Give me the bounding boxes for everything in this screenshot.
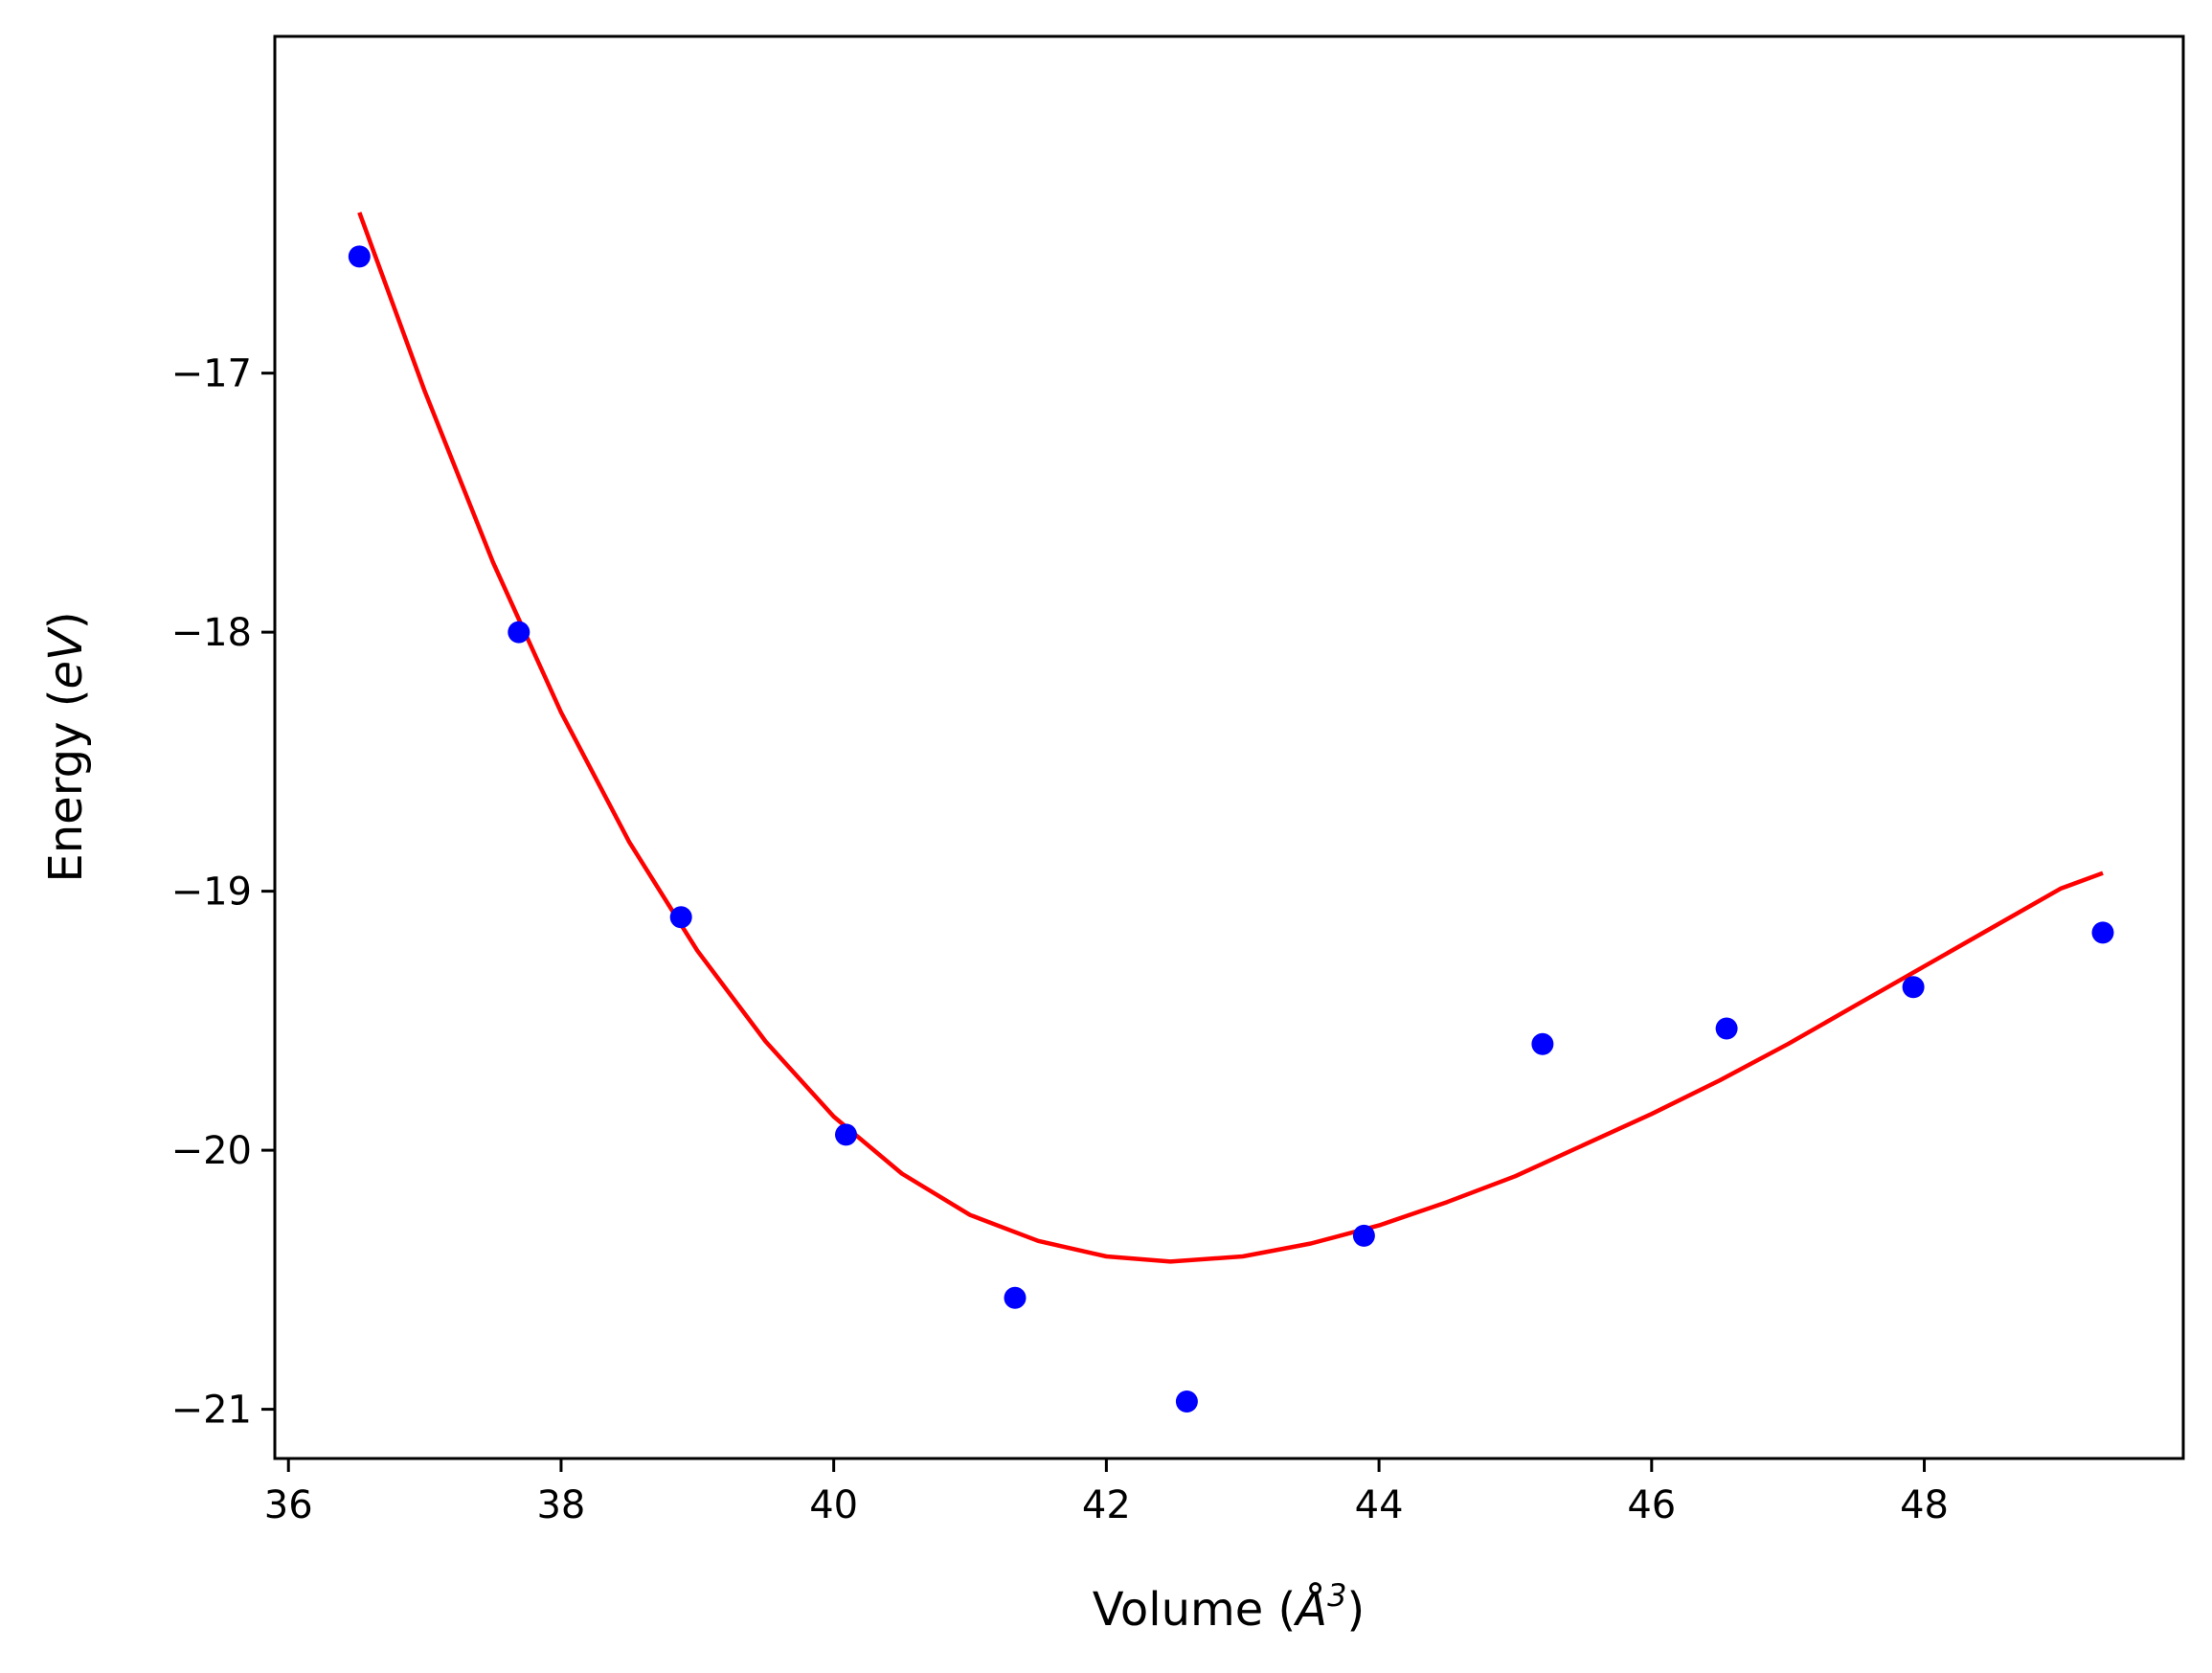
y-tick-label: −18 bbox=[171, 611, 252, 655]
data-point-11 bbox=[2091, 921, 2114, 944]
x-tick-label: 42 bbox=[1082, 1483, 1131, 1527]
x-axis-title-symbol: Å bbox=[1293, 1582, 1327, 1637]
x-axis-title-prefix: Volume ( bbox=[1093, 1583, 1297, 1637]
data-point-4 bbox=[835, 1123, 857, 1146]
data-point-7 bbox=[1352, 1224, 1375, 1247]
data-point-5 bbox=[1004, 1286, 1027, 1309]
data-point-9 bbox=[1715, 1017, 1738, 1040]
y-tick-label: −17 bbox=[171, 352, 252, 396]
x-tick-label: 40 bbox=[809, 1483, 858, 1527]
y-axis-title: Energy (eV) bbox=[39, 611, 93, 882]
y-axis-title-prefix: Energy ( bbox=[39, 690, 93, 883]
x-tick-label: 38 bbox=[536, 1483, 585, 1527]
data-point-3 bbox=[669, 906, 692, 929]
x-tick-label: 44 bbox=[1355, 1483, 1404, 1527]
x-axis-ticks: 36 38 40 42 44 46 48 bbox=[264, 1458, 1949, 1527]
x-axis-title-suffix: ) bbox=[1346, 1583, 1365, 1637]
plot-marks bbox=[348, 212, 2114, 1413]
x-tick-label: 46 bbox=[1627, 1483, 1676, 1527]
y-tick-label: −20 bbox=[171, 1129, 252, 1173]
y-axis-ticks: −17 −18 −19 −20 −21 bbox=[171, 352, 275, 1433]
x-axis-title: Volume (Å3) bbox=[1093, 1577, 1365, 1637]
y-tick-label: −19 bbox=[171, 870, 252, 915]
data-point-8 bbox=[1531, 1032, 1554, 1055]
fit-curve-line bbox=[357, 212, 2104, 1264]
y-axis-title-suffix: ) bbox=[39, 611, 93, 629]
data-point-6 bbox=[1175, 1390, 1198, 1413]
data-point-2 bbox=[508, 621, 530, 644]
data-point-10 bbox=[1902, 976, 1925, 999]
x-tick-label: 36 bbox=[264, 1483, 313, 1527]
x-axis-title-superscript: 3 bbox=[1327, 1577, 1346, 1614]
x-tick-label: 48 bbox=[1900, 1483, 1949, 1527]
data-point-1 bbox=[348, 245, 371, 268]
y-tick-label: −21 bbox=[171, 1389, 252, 1433]
plot-area-frame bbox=[273, 34, 2185, 1460]
y-axis-title-symbol: eV bbox=[39, 626, 93, 690]
